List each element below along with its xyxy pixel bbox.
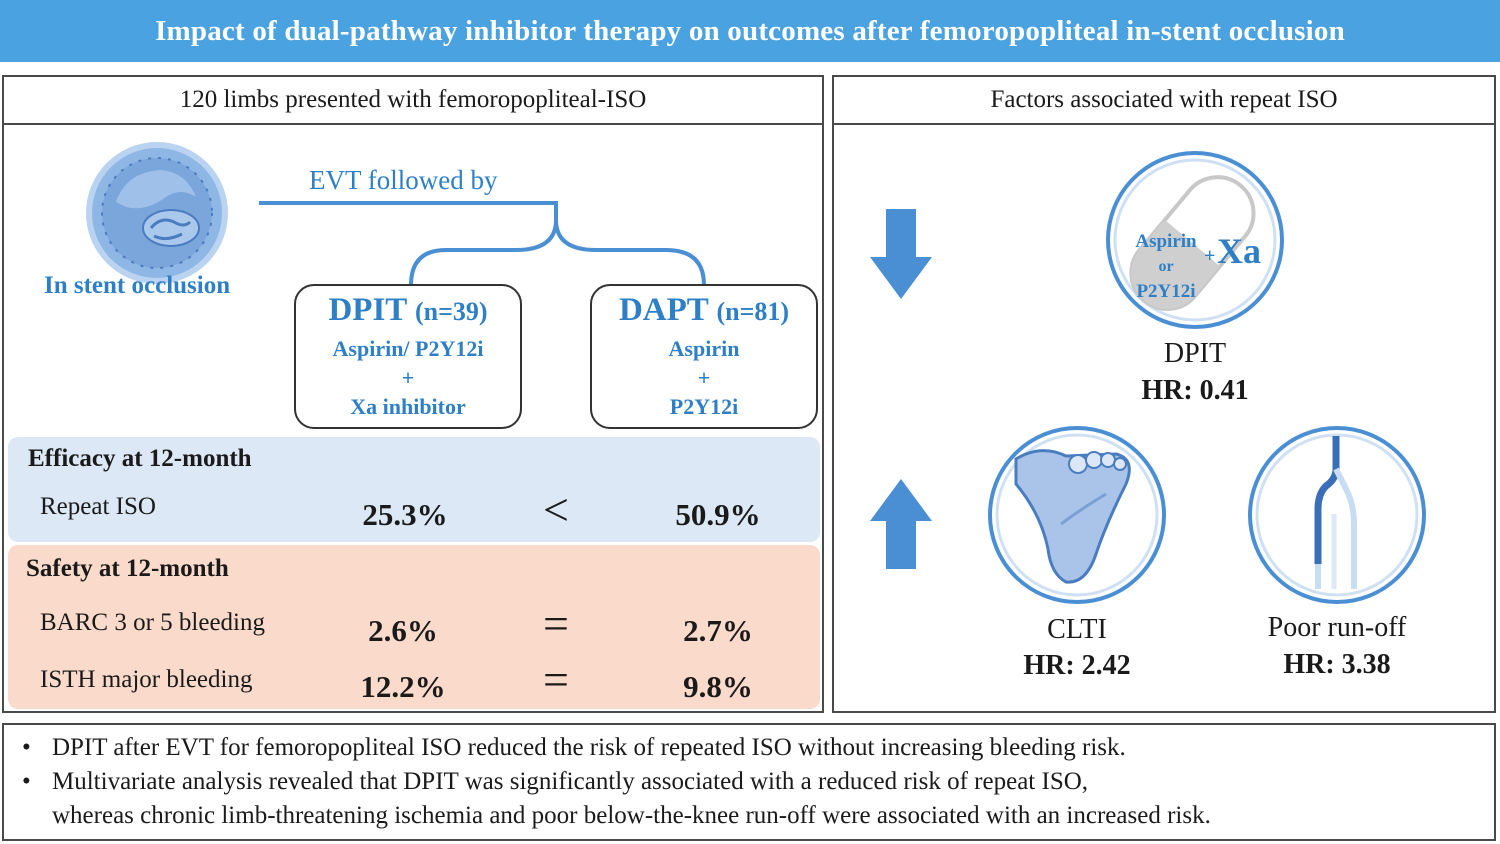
pill-label-or: or	[1158, 258, 1174, 275]
dpit-arm-line3: Xa inhibitor	[350, 394, 466, 419]
isth-label: ISTH major bleeding	[40, 666, 253, 693]
pill-plus: +	[1204, 245, 1216, 267]
pill-icon	[1106, 151, 1284, 329]
pill-xa: Xa	[1217, 231, 1261, 271]
evt-label: EVT followed by	[309, 165, 498, 195]
barc-dapt-value: 2.7%	[683, 613, 753, 648]
repeat-iso-dapt-value: 50.9%	[675, 497, 761, 532]
barc-operator: =	[543, 598, 569, 649]
factor-dpit-name: DPIT	[1163, 338, 1227, 369]
dapt-arm-line1: Aspirin	[668, 336, 740, 361]
barc-label: BARC 3 or 5 bleeding	[40, 609, 265, 636]
repeat-iso-operator: <	[543, 484, 569, 535]
repeat-iso-label: Repeat ISO	[40, 493, 156, 520]
factor-runoff-hr: HR: 3.38	[1283, 649, 1391, 680]
dpit-arm-n: (n=39)	[414, 297, 488, 326]
study-panel-header: 120 limbs presented with femoropopliteal…	[4, 77, 822, 125]
stent-occlusion-icon	[86, 142, 228, 284]
dapt-arm-box: DAPT (n=81) Aspirin + P2Y12i	[590, 284, 818, 429]
dpit-arm-line1: Aspirin/ P2Y12i	[332, 336, 484, 361]
dapt-arm-line2: +	[697, 365, 711, 390]
safety-band: Safety at 12-month BARC 3 or 5 bleeding …	[8, 545, 820, 709]
isth-operator: =	[543, 654, 569, 705]
dpit-arm-name: DPIT	[328, 292, 407, 328]
dpit-arm-line2: +	[401, 365, 415, 390]
efficacy-band: Efficacy at 12-month Repeat ISO 25.3% < …	[8, 437, 820, 542]
pill-labels: Aspirin or P2Y12i	[1126, 229, 1206, 304]
conclusion-line: whereas chronic limb-threatening ischemi…	[52, 802, 1211, 829]
conclusion-line: Multivariate analysis revealed that DPIT…	[52, 768, 1089, 795]
repeat-iso-dpit-value: 25.3%	[362, 497, 448, 532]
bullet-dot: •	[22, 734, 31, 761]
pill-label-p2y12i: P2Y12i	[1136, 281, 1196, 302]
foot-icon	[988, 426, 1166, 604]
conclusion-item: • DPIT after EVT for femoropopliteal ISO…	[4, 731, 1484, 765]
title-banner: Impact of dual-pathway inhibitor therapy…	[0, 0, 1500, 62]
evt-brace	[259, 201, 706, 286]
safety-title: Safety at 12-month	[26, 555, 229, 582]
dapt-arm-n: (n=81)	[716, 297, 790, 326]
isth-dapt-value: 9.8%	[683, 669, 753, 704]
dapt-arm-line3: P2Y12i	[669, 394, 739, 419]
increase-arrow-icon	[870, 479, 932, 569]
decrease-arrow-icon	[870, 209, 932, 299]
pill-label-aspirin: Aspirin	[1135, 231, 1197, 252]
conclusion-item: • Multivariate analysis revealed that DP…	[4, 765, 1484, 833]
artery-icon	[1248, 426, 1426, 604]
conclusions-box: • DPIT after EVT for femoropopliteal ISO…	[2, 723, 1496, 841]
factor-dpit-hr: HR: 0.41	[1141, 375, 1249, 406]
barc-dpit-value: 2.6%	[368, 613, 438, 648]
dapt-arm-name: DAPT	[618, 292, 709, 328]
factors-panel: Factors associated with repeat ISO Aspir…	[832, 75, 1496, 713]
factor-clti-hr: HR: 2.42	[1023, 650, 1131, 681]
study-panel: 120 limbs presented with femoropopliteal…	[2, 75, 824, 713]
factors-panel-header: Factors associated with repeat ISO	[834, 77, 1494, 125]
dpit-arm-box: DPIT (n=39) Aspirin/ P2Y12i + Xa inhibit…	[294, 284, 522, 429]
bullet-dot: •	[22, 768, 31, 795]
conclusion-line: DPIT after EVT for femoropopliteal ISO r…	[52, 734, 1126, 761]
isth-dpit-value: 12.2%	[360, 669, 446, 704]
efficacy-title: Efficacy at 12-month	[28, 445, 252, 472]
factor-runoff-name: Poor run-off	[1267, 612, 1407, 643]
in-stent-occlusion-label: In stent occlusion	[44, 272, 231, 299]
factor-clti-name: CLTI	[1047, 614, 1107, 645]
